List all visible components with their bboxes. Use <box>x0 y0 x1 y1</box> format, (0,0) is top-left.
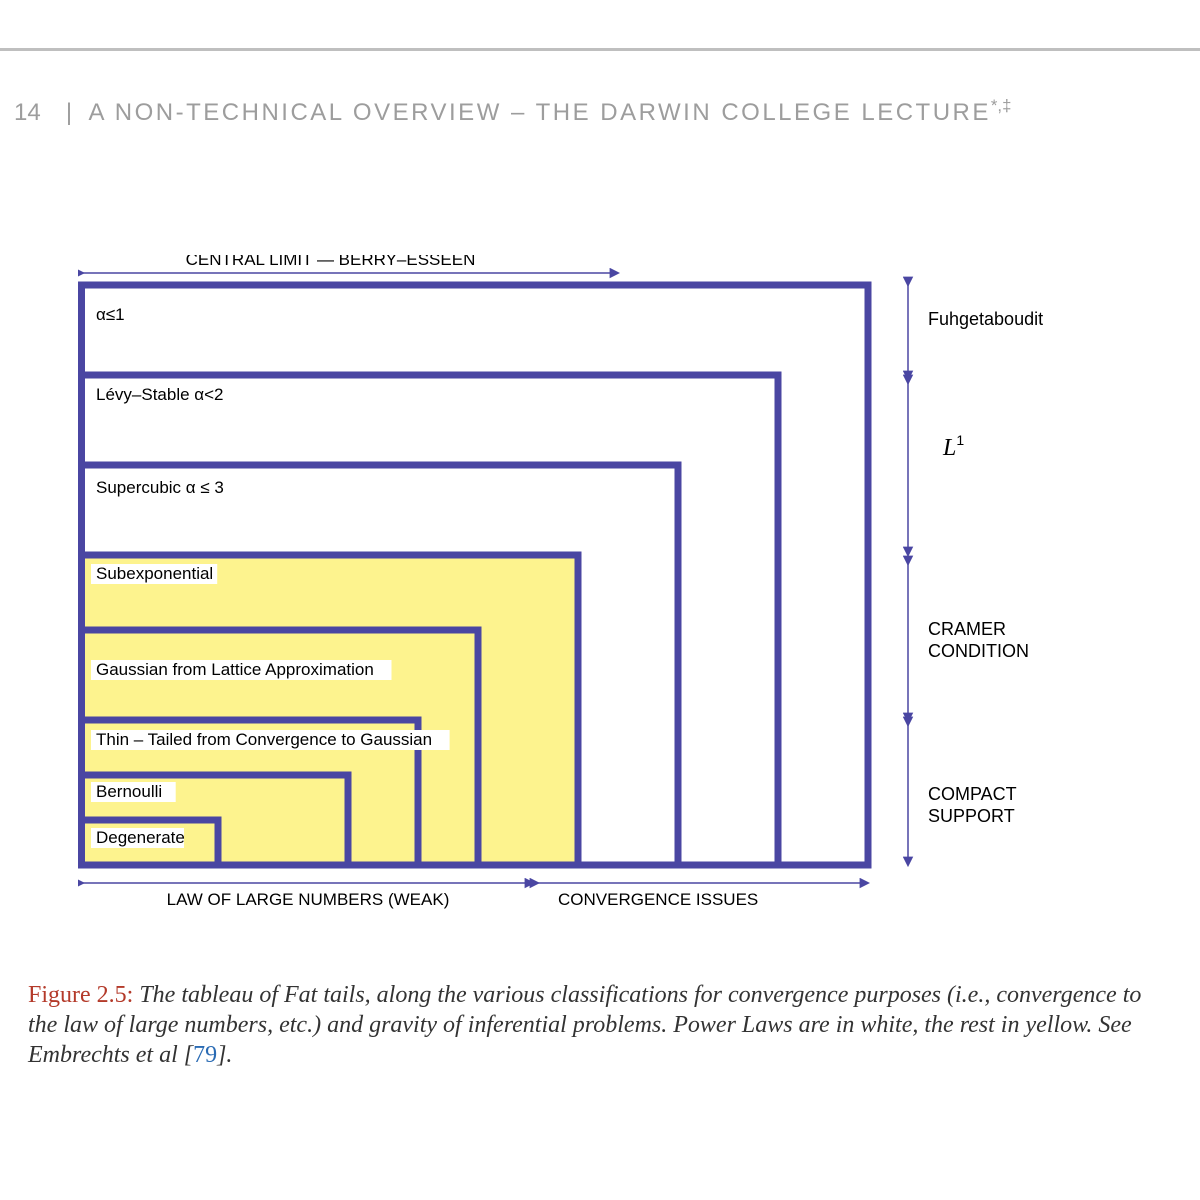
side-label: L1 <box>942 432 964 461</box>
header-title: A NON-TECHNICAL OVERVIEW – THE DARWIN CO… <box>88 99 990 126</box>
box-label: Lévy–Stable α<2 <box>96 385 224 404</box>
bottom-axis-label: LAW OF LARGE NUMBERS (WEAK) <box>167 890 450 909</box>
side-label: COMPACT <box>928 784 1017 804</box>
figure-label: Figure 2.5: <box>28 982 133 1008</box>
box-label: Gaussian from Lattice Approximation <box>96 660 374 679</box>
side-label: SUPPORT <box>928 806 1015 826</box>
side-label: CONDITION <box>928 641 1029 661</box>
top-axis-label: CENTRAL LIMIT — BERRY–ESSEEN <box>186 255 476 269</box>
diagram-svg: α≤1 Lévy–Stable α<2 Supercubic α ≤ 3 Subexp… <box>78 255 1128 935</box>
figure-caption: Figure 2.5: The tableau of Fat tails, al… <box>28 980 1168 1070</box>
header-bar: | <box>66 99 75 126</box>
box-label: Bernoulli <box>96 782 162 801</box>
page-header: 14 | A NON-TECHNICAL OVERVIEW – THE DARW… <box>14 96 1011 127</box>
side-label: Fuhgetaboudit <box>928 309 1043 329</box>
header-super: *,‡ <box>991 96 1012 115</box>
top-divider <box>0 48 1200 51</box>
bottom-axis-label: CONVERGENCE ISSUES <box>558 890 758 909</box>
box-label: Subexponential <box>96 564 213 583</box>
box-label: Degenerate <box>96 828 185 847</box>
caption-text-2: ]. <box>217 1042 232 1068</box>
box-label: α≤1 <box>96 305 125 324</box>
caption-ref: 79 <box>193 1042 217 1068</box>
tableau-diagram: α≤1 Lévy–Stable α<2 Supercubic α ≤ 3 Subexp… <box>78 255 1128 935</box>
side-label: CRAMER <box>928 619 1006 639</box>
page-number: 14 <box>14 99 41 126</box>
box-label: Thin – Tailed from Convergence to Gaussi… <box>96 730 432 749</box>
box-label: Supercubic α ≤ 3 <box>96 478 224 497</box>
